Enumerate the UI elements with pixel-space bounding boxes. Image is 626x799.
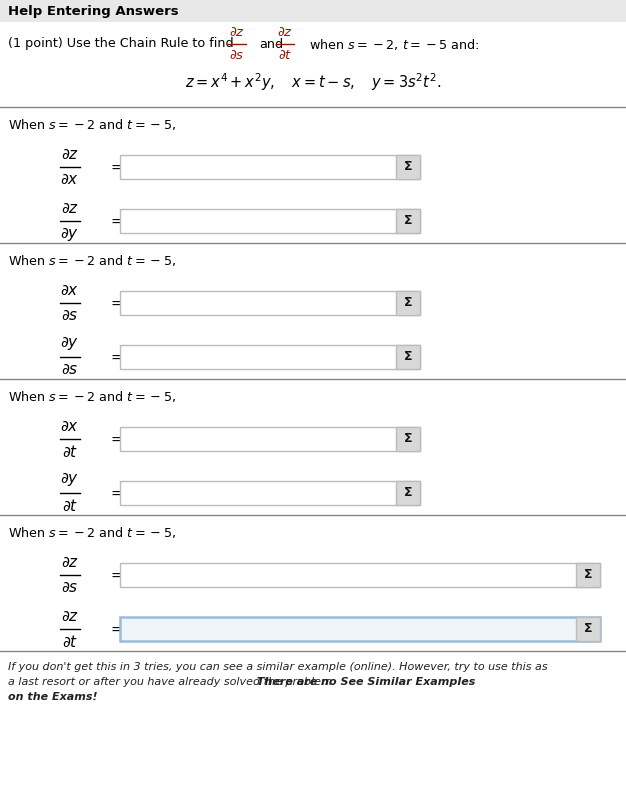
Text: $=$: $=$ [108, 350, 123, 364]
Text: When $s = -2$ and $t = -5$,: When $s = -2$ and $t = -5$, [8, 117, 176, 133]
Text: There are no See Similar Examples: There are no See Similar Examples [253, 677, 475, 687]
Text: $\mathbf{\Sigma}$: $\mathbf{\Sigma}$ [403, 432, 413, 446]
Text: $\mathbf{\Sigma}$: $\mathbf{\Sigma}$ [583, 569, 593, 582]
Text: $\mathbf{\Sigma}$: $\mathbf{\Sigma}$ [583, 622, 593, 635]
Text: $\partial z$: $\partial z$ [61, 555, 79, 570]
Text: $\partial s$: $\partial s$ [61, 362, 79, 377]
Text: When $s = -2$ and $t = -5$,: When $s = -2$ and $t = -5$, [8, 389, 176, 404]
Text: When $s = -2$ and $t = -5$,: When $s = -2$ and $t = -5$, [8, 526, 176, 540]
Text: $\partial s$: $\partial s$ [61, 580, 79, 595]
Bar [120, 617, 600, 641]
Text: $\partial z$: $\partial z$ [61, 201, 79, 216]
Bar [0, 0, 626, 22]
Text: $\partial t$: $\partial t$ [62, 498, 78, 514]
Text: $z = x^4 + x^2y, \quad x = t - s, \quad y = 3s^2t^2.$: $z = x^4 + x^2y, \quad x = t - s, \quad … [185, 71, 441, 93]
Text: If you don't get this in 3 tries, you can see a similar example (online). Howeve: If you don't get this in 3 tries, you ca… [8, 662, 548, 672]
Text: and: and [259, 38, 283, 50]
Text: $\partial x$: $\partial x$ [61, 419, 80, 434]
Text: $=$: $=$ [108, 622, 123, 636]
Bar [120, 155, 420, 179]
Bar [396, 345, 420, 369]
Bar [120, 481, 420, 505]
Text: $=$: $=$ [108, 296, 123, 310]
Text: $\partial x$: $\partial x$ [61, 172, 80, 187]
Text: Help Entering Answers: Help Entering Answers [8, 5, 178, 18]
Text: $\partial t$: $\partial t$ [62, 634, 78, 650]
Bar [120, 209, 420, 233]
Text: $\mathbf{\Sigma}$: $\mathbf{\Sigma}$ [403, 296, 413, 309]
Bar [576, 617, 600, 641]
Bar [120, 563, 600, 587]
Bar [396, 481, 420, 505]
Text: $\mathbf{\Sigma}$: $\mathbf{\Sigma}$ [403, 487, 413, 499]
Text: $\partial s$: $\partial s$ [229, 49, 245, 62]
Text: $\partial t$: $\partial t$ [62, 444, 78, 460]
Text: $=$: $=$ [108, 486, 123, 500]
Text: $\partial z$: $\partial z$ [61, 147, 79, 162]
Text: $\partial x$: $\partial x$ [61, 283, 80, 298]
Text: $\partial s$: $\partial s$ [61, 308, 79, 323]
Text: a last resort or after you have already solved the problem.: a last resort or after you have already … [8, 677, 336, 687]
Bar [120, 291, 420, 315]
Text: $=$: $=$ [108, 214, 123, 228]
Text: $\partial t$: $\partial t$ [278, 49, 292, 62]
Text: (1 point) Use the Chain Rule to find: (1 point) Use the Chain Rule to find [8, 38, 233, 50]
Bar [396, 291, 420, 315]
Text: $\partial z$: $\partial z$ [229, 26, 245, 39]
Text: $\mathbf{\Sigma}$: $\mathbf{\Sigma}$ [403, 161, 413, 173]
Bar [120, 427, 420, 451]
Text: $=$: $=$ [108, 160, 123, 174]
Text: $\mathbf{\Sigma}$: $\mathbf{\Sigma}$ [403, 214, 413, 228]
Text: $=$: $=$ [108, 432, 123, 446]
Bar [396, 155, 420, 179]
Text: $\partial z$: $\partial z$ [277, 26, 293, 39]
Text: $\partial y$: $\partial y$ [61, 335, 80, 352]
Text: $\partial z$: $\partial z$ [61, 609, 79, 624]
Text: $\partial y$: $\partial y$ [61, 471, 80, 488]
Text: when $s = -2,\, t = -5$ and:: when $s = -2,\, t = -5$ and: [309, 37, 480, 51]
Text: on the Exams!: on the Exams! [8, 692, 98, 702]
Text: When $s = -2$ and $t = -5$,: When $s = -2$ and $t = -5$, [8, 253, 176, 268]
Text: $\partial y$: $\partial y$ [61, 226, 80, 243]
Bar [120, 345, 420, 369]
Bar [396, 427, 420, 451]
Bar [396, 209, 420, 233]
Text: $=$: $=$ [108, 568, 123, 582]
Text: $\mathbf{\Sigma}$: $\mathbf{\Sigma}$ [403, 351, 413, 364]
Bar [576, 563, 600, 587]
